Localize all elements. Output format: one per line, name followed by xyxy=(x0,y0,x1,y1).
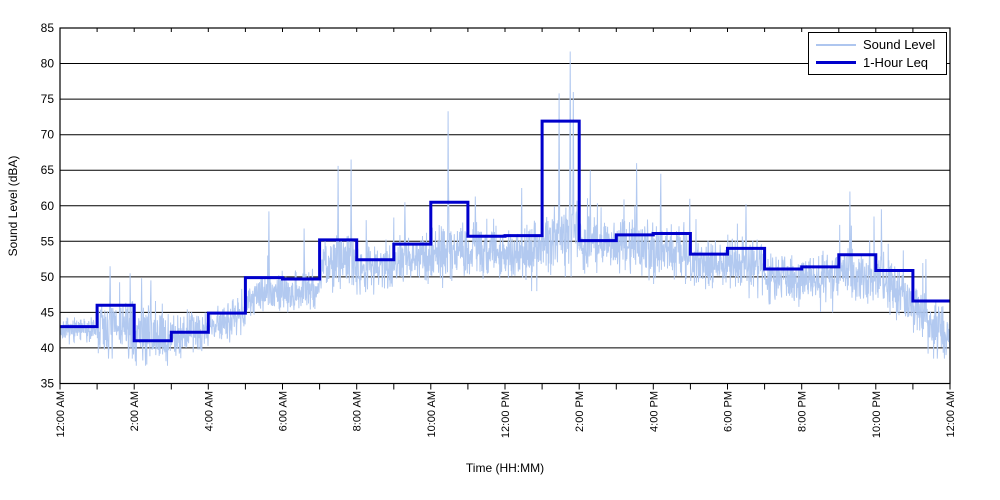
svg-text:4:00 PM: 4:00 PM xyxy=(648,391,660,432)
svg-text:Sound Level (dBA): Sound Level (dBA) xyxy=(6,156,20,257)
svg-text:45: 45 xyxy=(41,305,55,319)
svg-text:50: 50 xyxy=(41,270,55,284)
svg-text:40: 40 xyxy=(41,341,55,355)
svg-text:12:00 AM: 12:00 AM xyxy=(945,391,957,437)
svg-text:75: 75 xyxy=(41,92,55,106)
legend-label-sound-level: Sound Level xyxy=(863,37,936,52)
legend: Sound Level 1-Hour Leq xyxy=(808,32,947,75)
svg-text:Time (HH:MM): Time (HH:MM) xyxy=(466,461,544,475)
sound-level-line-sample-icon xyxy=(816,43,856,46)
svg-text:55: 55 xyxy=(41,234,55,248)
svg-text:80: 80 xyxy=(41,57,55,71)
svg-text:70: 70 xyxy=(41,128,55,142)
legend-label-leq: 1-Hour Leq xyxy=(863,55,929,70)
leq-line-sample-icon xyxy=(816,61,856,64)
svg-text:8:00 AM: 8:00 AM xyxy=(352,391,364,431)
svg-text:6:00 PM: 6:00 PM xyxy=(723,391,735,432)
svg-text:60: 60 xyxy=(41,199,55,213)
svg-text:6:00 AM: 6:00 AM xyxy=(278,391,290,431)
svg-text:8:00 PM: 8:00 PM xyxy=(797,391,809,432)
svg-text:10:00 PM: 10:00 PM xyxy=(871,391,883,438)
legend-entry-leq: 1-Hour Leq xyxy=(816,56,946,69)
svg-text:85: 85 xyxy=(41,21,55,35)
svg-text:10:00 AM: 10:00 AM xyxy=(426,391,438,437)
svg-text:65: 65 xyxy=(41,163,55,177)
svg-text:4:00 AM: 4:00 AM xyxy=(203,391,215,431)
svg-text:35: 35 xyxy=(41,377,55,391)
svg-text:2:00 AM: 2:00 AM xyxy=(129,391,141,431)
svg-text:12:00 AM: 12:00 AM xyxy=(55,391,67,437)
svg-text:2:00 PM: 2:00 PM xyxy=(574,391,586,432)
legend-entry-sound-level: Sound Level xyxy=(816,38,946,51)
svg-text:12:00 PM: 12:00 PM xyxy=(500,391,512,438)
